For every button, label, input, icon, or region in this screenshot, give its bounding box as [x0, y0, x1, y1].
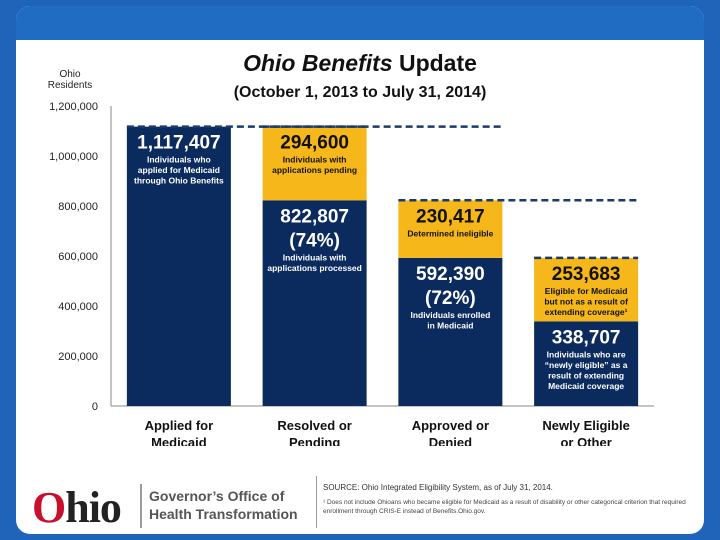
segment-description: through Ohio Benefits — [134, 176, 224, 186]
category-label: Resolved or — [277, 418, 351, 433]
segment-description: result of extending — [548, 370, 624, 380]
page-subtitle: (October 1, 2013 to July 31, 2014) — [233, 84, 487, 101]
data-pct-label: (72%) — [425, 288, 476, 309]
footer-note: ¹ Does not include Ohioans who became el… — [323, 499, 686, 515]
data-label: 338,707 — [552, 327, 621, 348]
segment-description: applied for Medicaid — [138, 165, 220, 175]
y-tick-label: 0 — [92, 401, 98, 413]
segment-description: Individuals enrolled — [410, 310, 490, 320]
category-label: Applied for — [145, 418, 214, 433]
category-label: or Other — [560, 435, 611, 446]
title-rest: Update — [392, 50, 477, 76]
data-label: 1,117,407 — [137, 133, 220, 154]
segment-description: Individuals who are — [547, 349, 626, 359]
y-axis-label: Ohio — [59, 69, 81, 80]
segment-description: Eligible for Medicaid — [545, 286, 628, 296]
data-label: 230,417 — [416, 206, 485, 227]
y-tick-label: 200,000 — [58, 351, 98, 363]
y-tick-label: 600,000 — [58, 251, 98, 263]
bar-segment — [534, 257, 639, 322]
segment-description: applications processed — [267, 263, 361, 273]
segment-description: applications pending — [272, 165, 357, 175]
y-axis-label: Residents — [48, 80, 92, 91]
footer-divider-2 — [316, 476, 317, 528]
segment-description: Determined ineligible — [407, 228, 493, 238]
y-tick-label: 400,000 — [58, 301, 98, 313]
bar-segment — [126, 126, 231, 406]
data-label: 592,390 — [416, 264, 485, 285]
bar-segment — [398, 257, 503, 406]
org-line-1: Governor’s Office of — [149, 488, 285, 504]
bar-segment — [398, 200, 503, 258]
bar-segment — [262, 200, 367, 406]
data-label: 294,600 — [280, 133, 349, 154]
org-line-2: Health Transformation — [149, 506, 298, 522]
top-bar — [16, 6, 704, 40]
ohio-logo: Ohio — [32, 482, 122, 533]
title-italic: Ohio Benefits — [243, 50, 393, 76]
footer-org: Governor’s Office of Health Transformatio… — [149, 487, 298, 523]
segment-description: Medicaid coverage — [548, 381, 624, 391]
data-label: 253,683 — [552, 264, 621, 285]
segment-description: but not as a result of — [544, 296, 628, 306]
bar-segment — [534, 321, 639, 406]
ohio-logo-rest: hio — [65, 483, 122, 532]
footer-divider — [140, 484, 142, 528]
slide-frame: Ohio Benefits Update (October 1, 2013 to… — [16, 6, 704, 534]
footer-source: SOURCE: Ohio Integrated Eligibility Syst… — [323, 483, 553, 492]
y-tick-label: 1,000,000 — [49, 151, 98, 163]
segment-description: Individuals with — [283, 155, 347, 165]
category-label: Pending — [289, 435, 340, 446]
page-title: Ohio Benefits Update — [16, 50, 704, 77]
segment-description: in Medicaid — [427, 320, 473, 330]
y-tick-label: 800,000 — [58, 201, 98, 213]
segment-description: extending coverage¹ — [545, 307, 628, 317]
category-label: Medicaid — [151, 435, 207, 446]
ohio-logo-o: O — [32, 483, 66, 532]
y-tick-label: 1,200,000 — [49, 101, 98, 113]
category-label: Denied — [429, 435, 472, 446]
data-label: 822,807 — [280, 206, 349, 227]
bar-segment — [262, 126, 367, 201]
category-label: Newly Eligible — [542, 418, 629, 433]
segment-description: Individuals who — [147, 155, 211, 165]
segment-description: “newly eligible” as a — [545, 360, 628, 370]
data-pct-label: (74%) — [289, 230, 340, 251]
segment-description: Individuals with — [283, 252, 347, 262]
category-label: Approved or — [412, 418, 489, 433]
